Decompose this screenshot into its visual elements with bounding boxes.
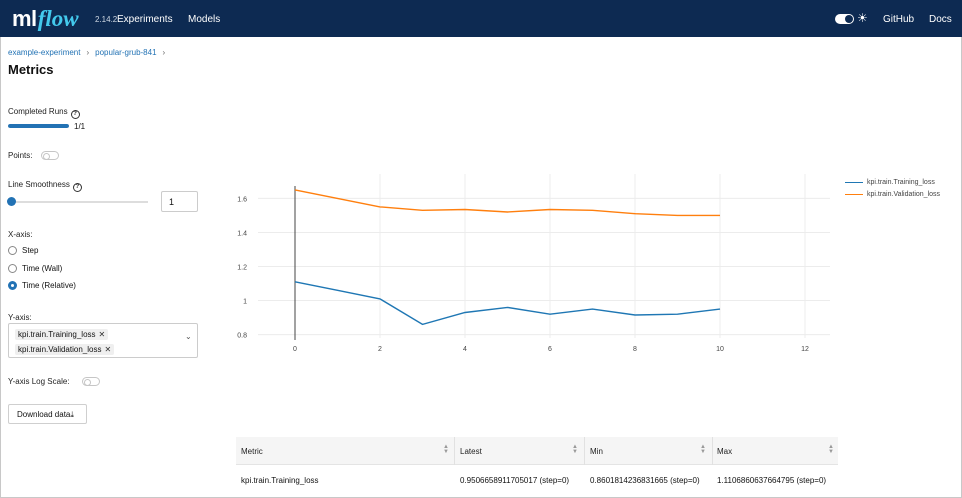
remove-tag-icon[interactable]: ✕: [104, 345, 112, 354]
x-tick-label: 6: [548, 346, 552, 353]
column-divider: [454, 437, 455, 465]
progress-fill: [8, 124, 69, 128]
x-tick-label: 0: [293, 346, 297, 353]
legend-swatch: [845, 193, 863, 196]
completed-runs-text: Completed Runs: [8, 107, 68, 116]
column-divider: [584, 437, 585, 465]
legend-label: kpi.train.Training_loss: [867, 179, 935, 186]
column-header-latest[interactable]: Latest: [460, 447, 482, 456]
cell-min: 0.860181423683166​5 (step=0): [590, 476, 700, 485]
completed-runs-count: 1/1: [74, 122, 86, 131]
y-tick-label: 1.4: [237, 230, 247, 237]
mlflow-logo[interactable]: ml flow: [12, 6, 79, 31]
x-tick-label: 2: [378, 346, 382, 353]
cell-max: 1.110686063766479​5 (step=0): [717, 476, 827, 485]
points-switch[interactable]: [41, 151, 59, 160]
tag-label: kpi.train.Validation_loss: [18, 345, 102, 354]
x-tick-label: 10: [716, 346, 724, 353]
smoothing-label: Line Smoothness?: [8, 180, 82, 192]
breadcrumb-run[interactable]: popular-grub-841: [95, 48, 157, 57]
y-tick-label: 1.2: [237, 265, 247, 272]
xaxis-label: X-axis:: [8, 230, 33, 239]
legend-item-training-loss[interactable]: kpi.train.Training_loss: [845, 179, 935, 186]
download-data-button[interactable]: Download data⤓: [8, 404, 87, 424]
legend-label: kpi.train.Validation_loss: [867, 191, 941, 198]
completed-runs-progress: [8, 124, 69, 128]
xaxis-option-wall-time[interactable]: Time (Wall): [8, 264, 62, 273]
yaxis-label: Y-axis:: [8, 313, 32, 322]
smoothing-slider-track[interactable]: [8, 201, 148, 203]
remove-tag-icon[interactable]: ✕: [98, 330, 106, 339]
x-tick-label: 4: [463, 346, 467, 353]
column-header-min[interactable]: Min: [590, 447, 603, 456]
series-line: [294, 281, 721, 326]
nav-experiments[interactable]: Experiments: [117, 14, 173, 25]
points-label: Points:: [8, 151, 33, 160]
x-tick-label: 12: [801, 346, 809, 353]
version-label: 2.14.2: [95, 15, 118, 24]
cell-metric: kpi.train.Training_loss: [241, 476, 319, 485]
radio-label: Step: [22, 246, 39, 255]
radio-label: Time (Relative): [22, 281, 76, 290]
smoothing-slider-handle[interactable]: [7, 197, 16, 206]
sun-icon: ☀: [857, 11, 868, 25]
download-label: Download data: [17, 410, 71, 419]
breadcrumb-separator: ›: [162, 48, 166, 57]
radio-button[interactable]: [8, 264, 17, 273]
x-tick-label: 8: [633, 346, 637, 353]
y-tick-label: 0.8: [237, 333, 247, 340]
table-row: kpi.train.Training_loss 0.95066589117050…: [236, 465, 838, 493]
y-tick-label: 1.6: [237, 196, 247, 203]
smoothing-number-input[interactable]: 1: [161, 191, 198, 212]
metrics-line-chart[interactable]: 0.8 1 1.2 1.4 1.6 0 2 4 6 8 10 12: [0, 0, 962, 420]
logo-ml-text: ml: [12, 6, 37, 31]
help-icon[interactable]: ?: [70, 110, 80, 119]
logo-flow-text: flow: [37, 6, 79, 31]
column-divider: [712, 437, 713, 465]
selected-metric-tag: kpi.train.Validation_loss ✕: [15, 344, 115, 355]
series-line: [294, 189, 720, 217]
metrics-table-header: Metric ▲ ▼ Latest ▲ ▼ Min ▲ ▼ Max ▲ ▼: [236, 437, 838, 465]
yaxis-metric-select[interactable]: kpi.train.Training_loss ✕ kpi.train.Valid…: [8, 323, 198, 358]
nav-github[interactable]: GitHub: [883, 14, 915, 25]
radio-button-selected[interactable]: [8, 281, 17, 290]
breadcrumb: example-experiment › popular-grub-841 ›: [8, 48, 165, 57]
column-header-metric[interactable]: Metric: [241, 447, 263, 456]
xaxis-option-step[interactable]: Step: [8, 246, 38, 255]
nav-models[interactable]: Models: [188, 14, 221, 25]
chevron-down-icon[interactable]: ⌄: [185, 332, 192, 341]
y-tick-label: 1: [243, 299, 247, 306]
sort-icon[interactable]: ▲ ▼: [572, 444, 578, 455]
smoothing-text: Line Smoothness: [8, 180, 70, 189]
breadcrumb-separator: ›: [86, 48, 90, 57]
sort-icon[interactable]: ▲ ▼: [700, 444, 706, 455]
breadcrumb-experiment[interactable]: example-experiment: [8, 48, 81, 57]
sort-icon[interactable]: ▲ ▼: [443, 444, 449, 455]
nav-docs[interactable]: Docs: [929, 14, 952, 25]
tag-label: kpi.train.Training_loss: [18, 330, 96, 339]
legend-item-validation-loss[interactable]: kpi.train.Validation_loss: [845, 191, 940, 198]
top-nav-bar: ml flow 2.14.2 Experiments Models ☀ GitHu…: [0, 0, 962, 37]
xaxis-option-relative-time[interactable]: Time (Relative): [8, 281, 76, 290]
sort-icon[interactable]: ▲ ▼: [828, 444, 834, 455]
help-icon[interactable]: ?: [72, 183, 82, 192]
download-icon: ⤓: [70, 410, 74, 419]
selected-metric-tag: kpi.train.Training_loss ✕: [15, 329, 109, 340]
ylog-switch[interactable]: [82, 377, 100, 386]
legend-swatch: [845, 181, 863, 184]
dark-mode-toggle[interactable]: [835, 14, 854, 24]
radio-label: Time (Wall): [22, 264, 63, 273]
radio-button[interactable]: [8, 246, 17, 255]
page-title: Metrics: [8, 62, 54, 77]
cell-latest: 0.950665891170501​7 (step=0): [460, 476, 570, 485]
column-header-max[interactable]: Max: [717, 447, 733, 456]
ylog-label: Y-axis Log Scale:: [8, 377, 70, 386]
completed-runs-label: Completed Runs?: [8, 107, 80, 119]
